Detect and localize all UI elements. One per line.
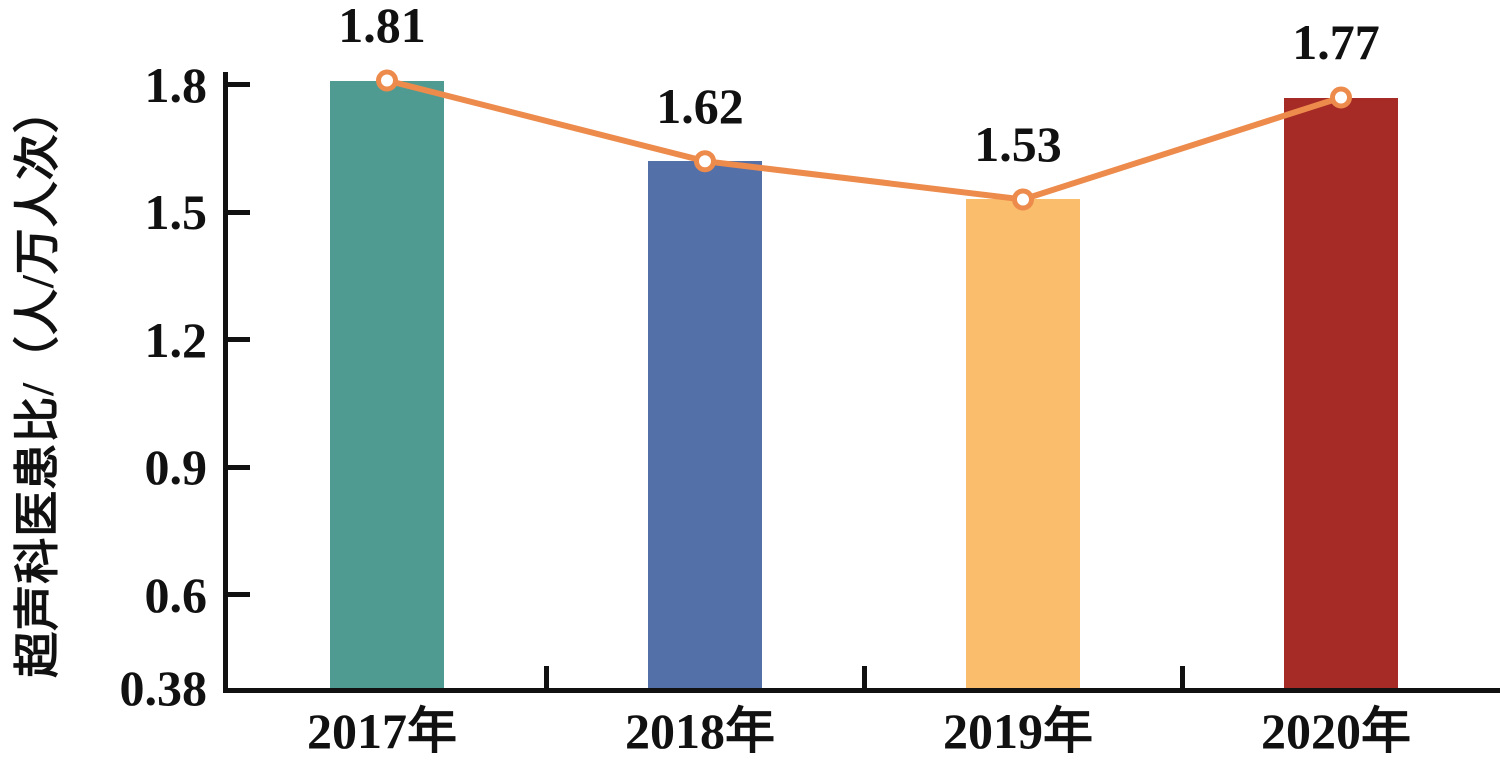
x-axis-label: 2017年: [307, 703, 457, 759]
data-label: 1.77: [1292, 14, 1380, 71]
data-label: 1.53: [974, 116, 1062, 173]
y-axis-tick-label: 0.9: [144, 439, 208, 496]
data-point-marker: [376, 69, 398, 92]
y-axis-tick-label: 0.38: [119, 660, 208, 716]
plot-area: [223, 69, 1500, 693]
x-axis-tick: [1179, 666, 1185, 688]
data-label: 1.81: [338, 0, 426, 54]
bar-2020年: [1284, 97, 1398, 688]
data-point-marker: [694, 150, 716, 173]
x-axis-label: 2020年: [1261, 703, 1411, 759]
x-axis-tick: [861, 666, 867, 688]
y-axis-tick-label: 1.5: [144, 184, 208, 241]
y-axis-tick: [228, 592, 250, 598]
trend-line-overlay: [376, 69, 1352, 211]
bar-2018年: [648, 161, 762, 688]
data-point-marker: [1330, 86, 1352, 109]
y-axis-tick: [228, 464, 250, 470]
trend-line: [386, 77, 1342, 203]
bar-2017年: [330, 80, 444, 688]
y-axis-tick-label: 1.2: [144, 311, 208, 368]
y-axis-tick: [228, 337, 250, 343]
data-point-marker: [1012, 188, 1034, 211]
y-axis-tick: [228, 209, 250, 215]
y-axis-tick-label: 1.8: [144, 56, 208, 113]
x-axis-tick: [543, 666, 549, 688]
data-label: 1.62: [656, 78, 744, 135]
y-axis-tick-label: 0.6: [144, 566, 208, 623]
x-axis-label: 2019年: [943, 703, 1093, 759]
y-axis-tick: [228, 82, 250, 88]
x-axis-label: 2018年: [625, 703, 775, 759]
bar-2019年: [966, 199, 1080, 688]
